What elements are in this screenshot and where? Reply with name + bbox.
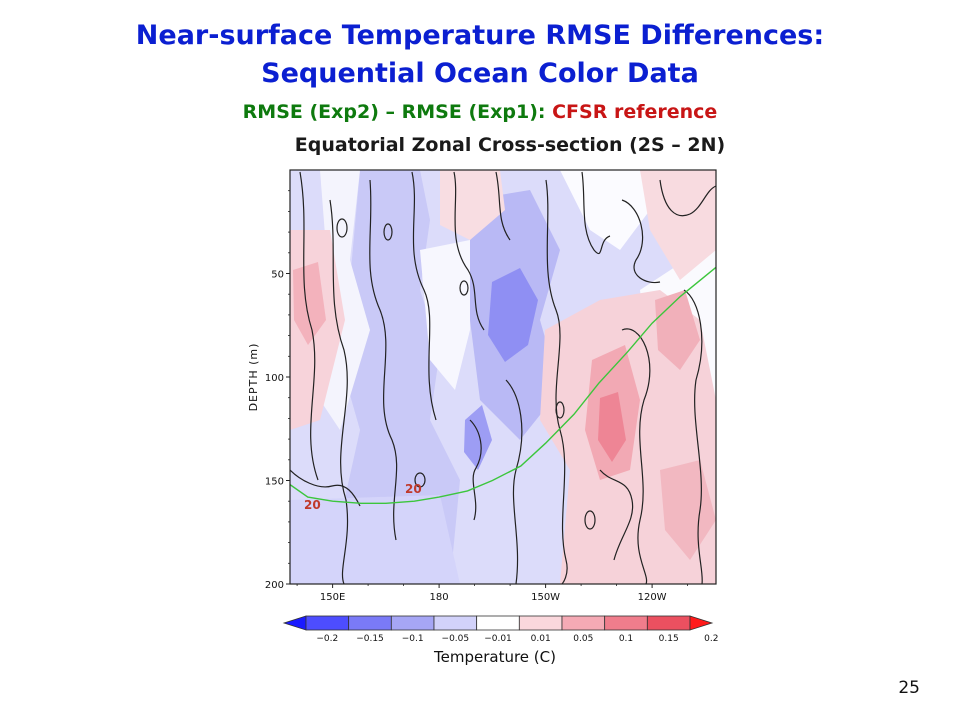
zero-contours [290,171,716,584]
zero-contour-line [683,289,703,584]
colorbar: −0.2 −0.15 −0.1 −0.05 −0.01 0.01 0.05 0.1 0.15 0.… [282,615,718,644]
x-tick-label: 150E [320,592,345,603]
subtitle-reference: CFSR reference [552,101,718,123]
colorbar-box [561,615,606,631]
zero-contour-line [411,171,437,421]
zero-contour-loop [459,280,469,296]
subtitle: RMSE (Exp2) – RMSE (Exp1): CFSR referenc… [0,101,960,123]
zero-contour-line [545,179,568,584]
heatmap-region-red-strong [598,392,626,462]
zero-contour-line [581,171,611,255]
subtitle-expression: RMSE (Exp2) – RMSE (Exp1): [242,101,546,123]
zero-contour-line [299,171,319,481]
zero-contour-loop [336,218,348,238]
colorbar-tick-label: −0.1 [402,634,424,644]
heatmap-region-blue [290,495,460,584]
zero-contour-line [505,379,523,584]
colorbar-arrow-high [689,615,714,631]
zero-contour-loop [414,472,426,488]
colorbar-box [604,615,648,631]
x-tick-label: 150W [531,592,560,603]
slide-title-line1: Near-surface Temperature RMSE Difference… [135,20,825,51]
x-axis: 150E 180 150W 120W [296,584,688,603]
colorbar-box [518,615,563,631]
colorbar-tick-label: 0.15 [659,634,679,644]
zero-contour-line [469,419,482,521]
isotherm-20c-line [290,266,716,504]
zero-contour-line [453,171,485,331]
colorbar-box [646,615,691,631]
zero-contour-loop [383,223,393,241]
zero-contour-line [599,469,634,561]
colorbar-box [390,615,435,631]
colorbar-tick-label: −0.2 [316,634,338,644]
y-axis-label: DEPTH (m) [247,343,260,412]
colorbar-box [348,615,392,631]
colorbar-tick-label: 0.01 [531,634,551,644]
colorbar-box [476,615,520,631]
heatmap-region-pink [640,170,716,280]
isotherm-label: 20 [405,482,422,496]
colorbar-tick-label: 0.2 [704,634,718,644]
heatmap-region-red [660,460,716,560]
colorbar-label: Temperature (C) [434,648,556,666]
x-tick-label: 180 [430,592,449,603]
zero-contour-line [495,171,511,241]
colorbar-box [305,615,350,631]
zero-contour-line [659,179,716,217]
y-tick-label: 200 [265,580,284,591]
zero-contour-line [329,199,349,584]
zero-contour-line [621,199,661,284]
zero-contour-line [369,179,398,541]
x-tick-label: 120W [638,592,667,603]
colorbar-tick-label: −0.01 [484,634,512,644]
colorbar-tick-label: 0.1 [619,634,633,644]
y-axis: 50 100 150 200 [265,190,290,591]
heatmap-region-neutral [420,240,470,390]
heatmap-region-blue [340,170,460,584]
y-tick-label: 100 [265,373,284,384]
y-tick-label: 50 [271,270,284,281]
isotherm-label: 20 [304,498,321,512]
colorbar-arrow-low [282,615,307,631]
colorbar-box [433,615,478,631]
colorbar-tick-label: 0.05 [573,634,593,644]
colorbar-tick-label: −0.05 [442,634,470,644]
zero-contour-line [621,328,651,584]
zero-contour-loop [584,510,596,530]
zero-contour-line [290,469,361,507]
colorbar-tick-label: −0.15 [356,634,384,644]
zero-contour-loop [555,401,565,419]
heatmap-region-red [293,262,326,345]
heatmap-region-neutral [560,170,650,250]
section-title: Equatorial Zonal Cross-section (2S – 2N) [294,134,726,156]
heatmap-region-blue-strong [488,268,538,362]
heatmap-field [290,170,716,584]
slide-number: 25 [898,678,920,698]
slide-title-line2: Sequential Ocean Color Data [261,58,699,89]
y-tick-label: 150 [265,477,284,488]
heatmap-region-pink [440,170,505,240]
